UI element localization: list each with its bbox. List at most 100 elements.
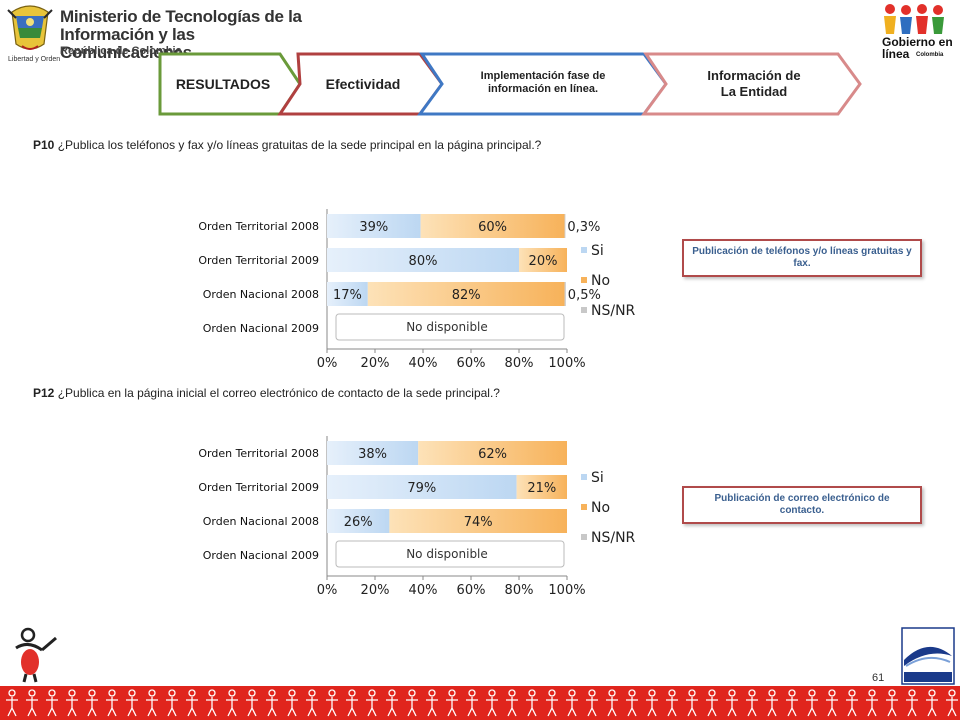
x-tick-label: 100%: [548, 583, 585, 598]
question-p12: P12 ¿Publica en la página inicial el cor…: [33, 386, 500, 400]
data-label: 26%: [344, 515, 373, 530]
tab-implementacion-line2: información en línea.: [487, 83, 599, 95]
people-figures-icon: [884, 4, 944, 34]
footer-figure-head: [528, 689, 536, 697]
footer-figure-body: [6, 697, 18, 717]
gel-logo-text: Gobierno en línea: [882, 35, 953, 61]
tab-implementacion[interactable]: Implementación fase de información en lí…: [448, 70, 638, 96]
footer-figure-head: [668, 689, 676, 697]
tabs-background: [158, 52, 862, 116]
footer-figure-body: [66, 697, 78, 717]
legend-swatch: [581, 307, 587, 313]
data-label: 0,5%: [568, 288, 601, 303]
footer-figure-head: [868, 689, 876, 697]
footer-figure-body: [626, 697, 638, 717]
bar-segment-si: [327, 509, 390, 533]
tab-informacion[interactable]: Información de La Entidad: [674, 68, 834, 100]
bar-segment-no: [367, 282, 565, 306]
callout-p12: Publicación de correo electrónico de con…: [682, 486, 922, 524]
footer-figure-body: [486, 697, 498, 717]
footer-figure-body: [466, 697, 478, 717]
footer-figure-head: [308, 689, 316, 697]
footer-figure-head: [328, 689, 336, 697]
not-available-box: [335, 313, 565, 341]
footer-figure-head: [728, 689, 736, 697]
category-label: Orden Territorial 2008: [198, 447, 319, 460]
legend-swatch: [581, 277, 587, 283]
footer-figure-head: [928, 689, 936, 697]
x-tick-label: 40%: [409, 356, 438, 371]
footer-figure-head: [108, 689, 116, 697]
footer-figure-head: [848, 689, 856, 697]
footer-figure-head: [548, 689, 556, 697]
footer-figure-head: [908, 689, 916, 697]
footer-figure-body: [286, 697, 298, 717]
legend-label: No: [591, 500, 610, 516]
footer-figure-head: [288, 689, 296, 697]
footer-figure-body: [786, 697, 798, 717]
footer-figure-body: [206, 697, 218, 717]
gel-logo-country: Colombia: [916, 52, 944, 58]
footer-figure-head: [748, 689, 756, 697]
footer-figure-body: [706, 697, 718, 717]
tab-informacion-line2: La Entidad: [720, 84, 788, 99]
bar-segment-si: [327, 248, 519, 272]
footer-figure-body: [146, 697, 158, 717]
legend-label: No: [591, 273, 610, 289]
legend-label: NS/NR: [591, 303, 636, 319]
mintic-logo: Ministerio de Tecnologías de la Informac…: [4, 2, 304, 63]
tab-informacion-line1: Información de: [707, 68, 801, 83]
bar-segment-nsnr: [564, 282, 566, 306]
legend-swatch: [581, 247, 587, 253]
category-label: Orden Territorial 2009: [198, 254, 319, 267]
question-p10-code: P10: [33, 138, 55, 152]
not-available-label: No disponible: [406, 320, 488, 334]
footer-figure-head: [48, 689, 56, 697]
data-label: 17%: [333, 288, 362, 303]
not-available-label: No disponible: [406, 547, 488, 561]
x-tick-label: 40%: [409, 583, 438, 598]
bar-segment-si: [327, 214, 421, 238]
footer-figure-head: [408, 689, 416, 697]
footer-decorative-band: [0, 686, 960, 720]
gobierno-en-linea-logo: Gobierno en línea Colombia: [872, 2, 956, 62]
footer-figure-head: [168, 689, 176, 697]
footer-figure-body: [86, 697, 98, 717]
footer-figure-head: [948, 689, 956, 697]
legend-label: Si: [591, 243, 604, 259]
footer-figure-body: [266, 697, 278, 717]
data-label: 74%: [464, 515, 493, 530]
bar-segment-si: [327, 441, 419, 465]
tab-informacion-shape[interactable]: [641, 52, 862, 116]
footer-figure-body: [246, 697, 258, 717]
footer-figure-body: [226, 697, 238, 717]
question-p10: P10 ¿Publica los teléfonos y fax y/o lín…: [33, 138, 541, 152]
footer-figure-body: [906, 697, 918, 717]
footer-figure-body: [526, 697, 538, 717]
footer-figure-body: [826, 697, 838, 717]
footer-figure-body: [386, 697, 398, 717]
data-label: 38%: [358, 447, 387, 462]
footer-figure-body: [866, 697, 878, 717]
footer-figure-head: [648, 689, 656, 697]
category-label: Orden Nacional 2008: [203, 515, 319, 528]
tab-efectividad[interactable]: Efectividad: [325, 76, 401, 92]
footer-figure-head: [508, 689, 516, 697]
footer-figure-body: [506, 697, 518, 717]
tab-resultados[interactable]: RESULTADOS: [175, 76, 271, 92]
data-label: 79%: [407, 481, 436, 496]
footer-figure-body: [446, 697, 458, 717]
ministry-title-line1: Ministerio de Tecnologías de la: [60, 7, 302, 26]
footer-figure-head: [888, 689, 896, 697]
footer-figure-head: [808, 689, 816, 697]
page-number: 61: [872, 672, 885, 684]
data-label: 21%: [527, 481, 556, 496]
bar-segment-no: [418, 441, 567, 465]
x-tick-label: 80%: [505, 356, 534, 371]
data-label: 62%: [478, 447, 507, 462]
footer-figure-head: [828, 689, 836, 697]
footer-figure-body: [26, 697, 38, 717]
bar-segment-si: [327, 475, 517, 499]
x-tick-label: 20%: [361, 356, 390, 371]
footer-figure-head: [388, 689, 396, 697]
